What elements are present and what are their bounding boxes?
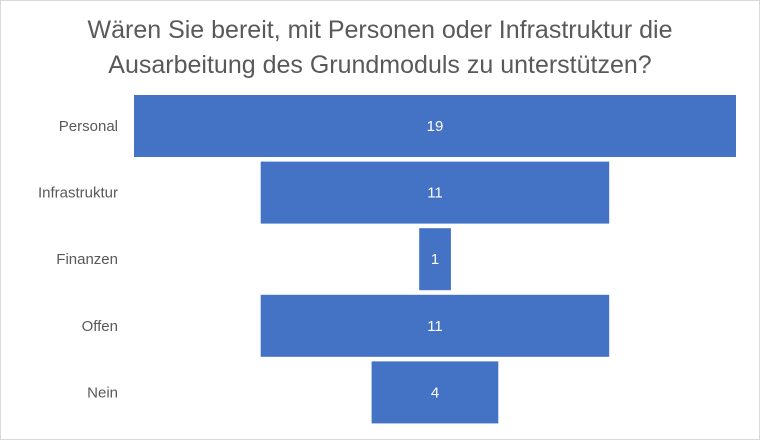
chart-title-line-1: Wären Sie bereit, mit Personen oder Infr… — [87, 16, 673, 44]
category-label-infrastruktur: Infrastruktur — [38, 185, 118, 202]
category-label-finanzen: Finanzen — [56, 251, 118, 268]
data-label-finanzen: 1 — [431, 251, 439, 268]
data-label-nein: 4 — [431, 384, 439, 401]
chart-title-line-2: Ausarbeitung des Grundmoduls zu unterstü… — [108, 51, 652, 79]
data-label-offen: 11 — [427, 318, 443, 335]
funnel-bar-personal — [134, 95, 736, 157]
funnel-bar-offen — [260, 294, 610, 357]
funnel-bar-finanzen — [419, 228, 451, 291]
chart-title: Wären Sie bereit, mit Personen oder Infr… — [1, 13, 759, 83]
funnel-bar-nein — [371, 361, 499, 424]
data-label-infrastruktur: 11 — [427, 185, 443, 202]
category-label-personal: Personal — [59, 118, 118, 135]
funnel-bar-infrastruktur — [260, 161, 610, 224]
category-label-nein: Nein — [87, 384, 118, 401]
category-label-offen: Offen — [82, 318, 118, 335]
data-label-personal: 19 — [427, 118, 444, 135]
